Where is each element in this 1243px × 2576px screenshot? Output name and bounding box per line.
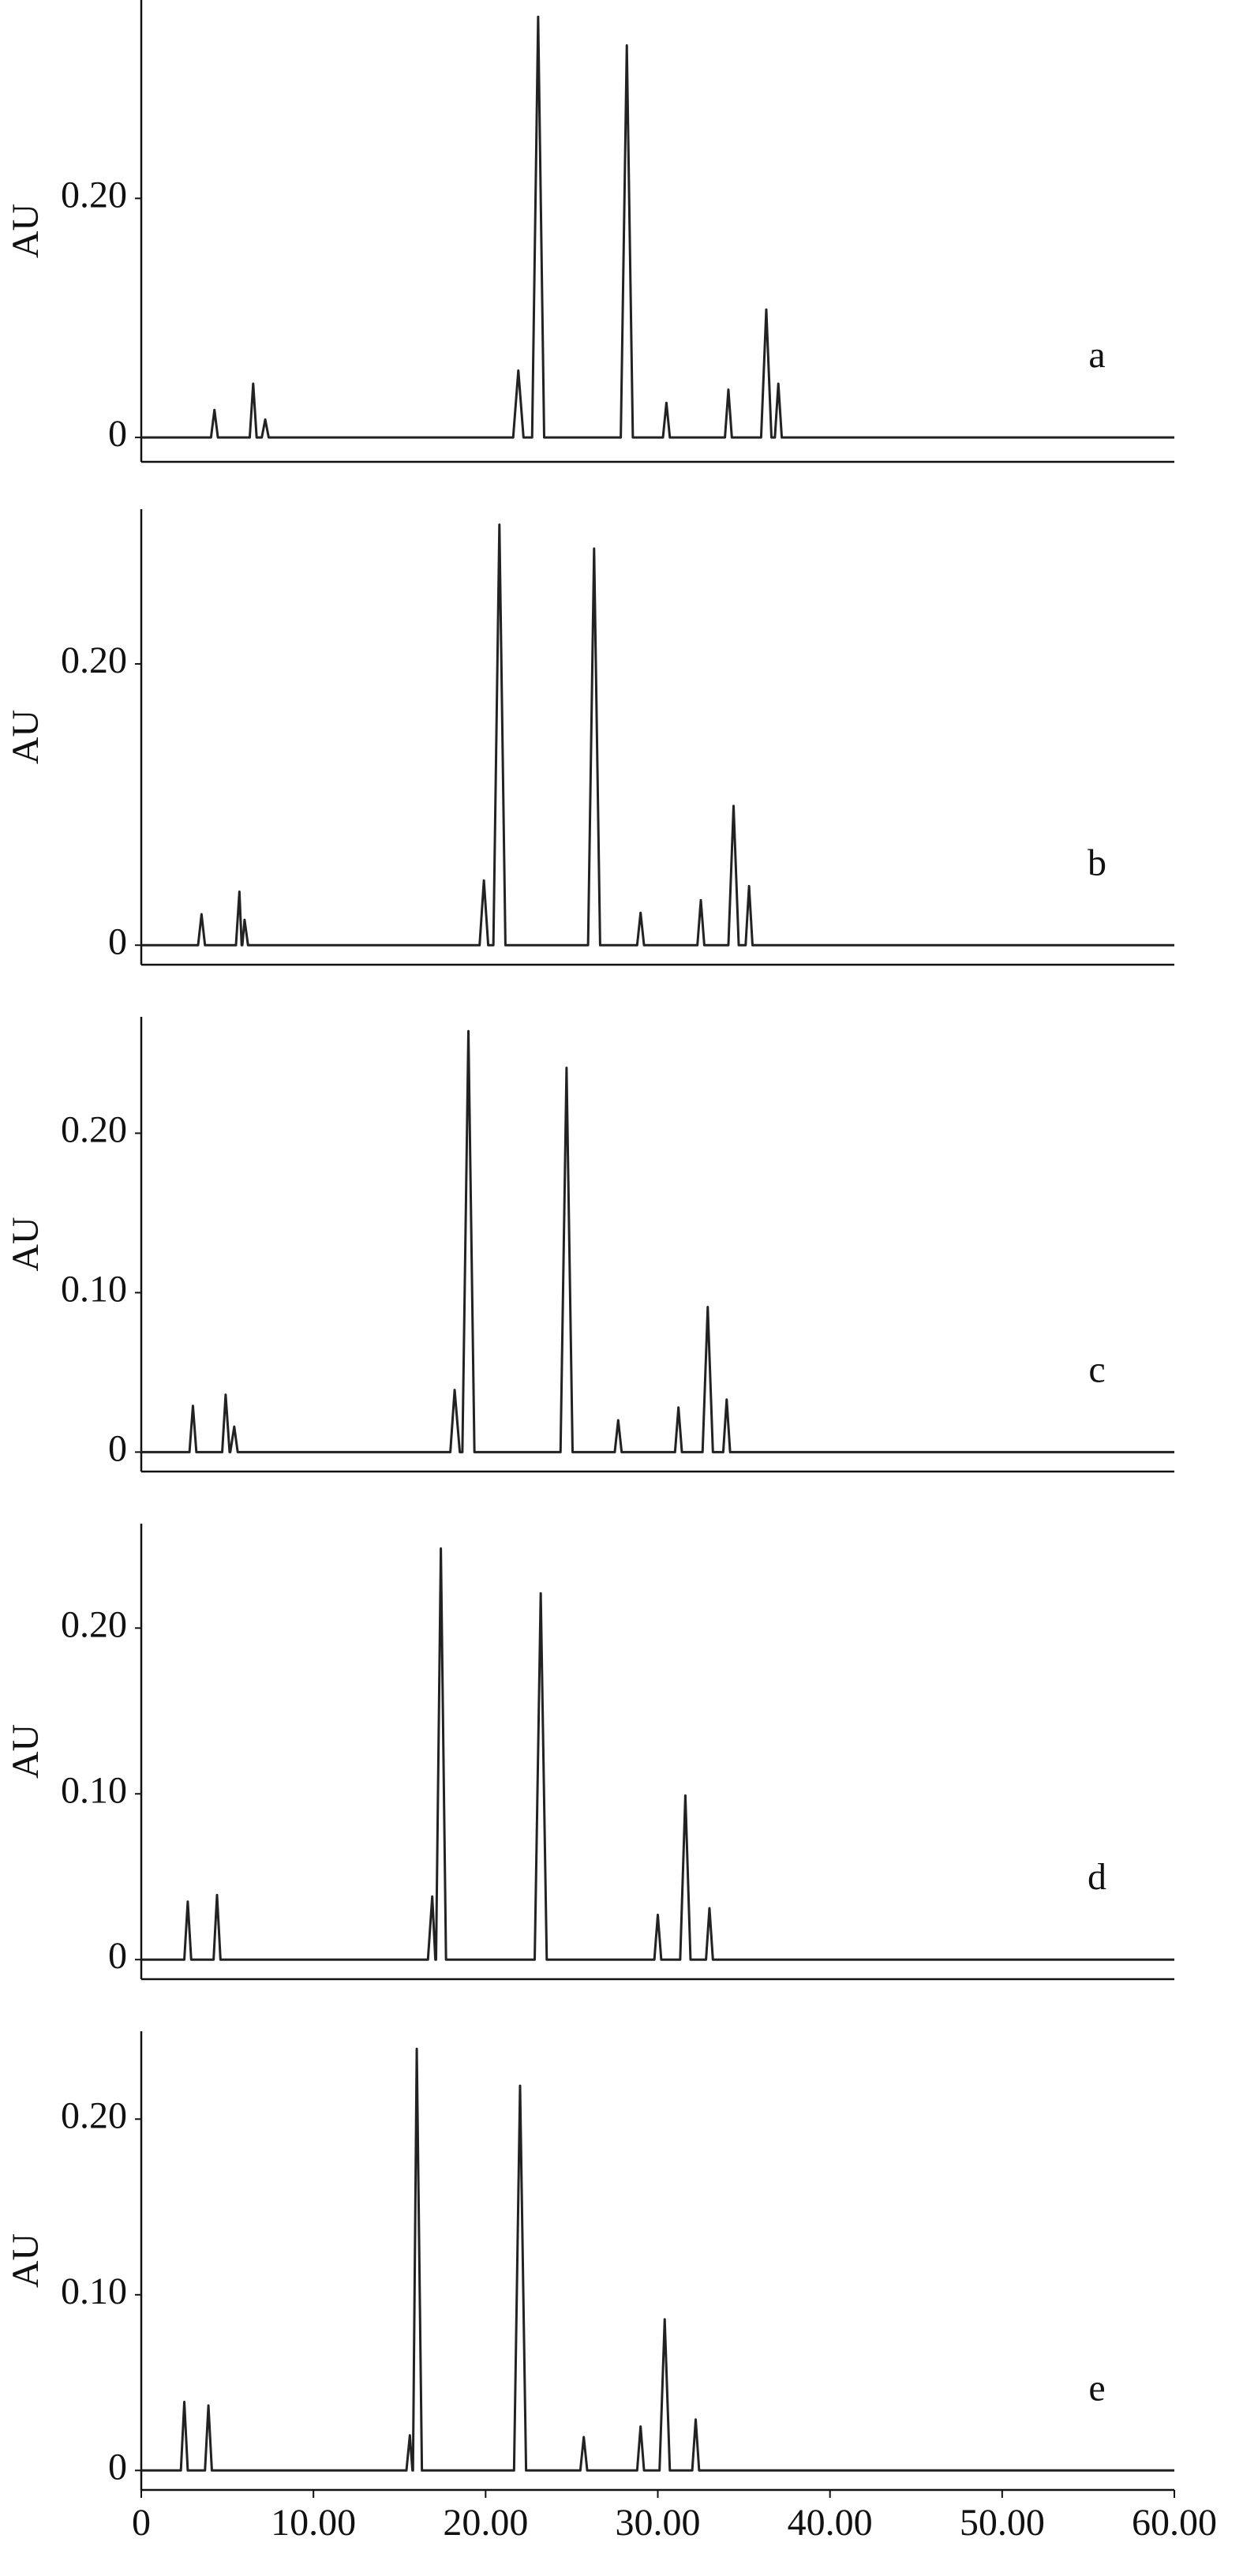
y-tick-label: 0.10 xyxy=(61,2270,127,2312)
y-tick-label: 0 xyxy=(108,1935,127,1977)
y-tick-label: 0.20 xyxy=(61,2094,127,2136)
y-axis-label: AU xyxy=(5,1724,47,1779)
y-tick-label: 0.10 xyxy=(61,1769,127,1811)
y-tick-label: 0 xyxy=(108,921,127,962)
y-tick-label: 0 xyxy=(108,1427,127,1469)
x-tick-label: 10.00 xyxy=(271,2502,356,2544)
x-tick-label: 30.00 xyxy=(616,2502,701,2544)
trace xyxy=(141,1547,1174,1961)
y-tick-label: 0.20 xyxy=(61,639,127,681)
panel-label: b xyxy=(1088,842,1106,883)
y-tick-label: 0 xyxy=(108,413,127,455)
panel-label: d xyxy=(1088,1856,1106,1898)
y-tick-label: 0.20 xyxy=(61,1603,127,1645)
y-axis-label: AU xyxy=(5,710,47,764)
trace xyxy=(141,2047,1174,2472)
panel-label: e xyxy=(1088,2367,1105,2409)
y-tick-label: 0 xyxy=(108,2446,127,2488)
x-tick-label: 50.00 xyxy=(960,2502,1045,2544)
x-tick-label: 20.00 xyxy=(443,2502,528,2544)
y-tick-label: 0.10 xyxy=(61,1268,127,1310)
x-tick-label: 0 xyxy=(132,2502,151,2544)
y-tick-label: 0.20 xyxy=(61,174,127,216)
trace xyxy=(141,15,1174,439)
trace xyxy=(141,1029,1174,1453)
panel-label: a xyxy=(1088,334,1105,376)
y-axis-label: AU xyxy=(5,1217,47,1271)
trace xyxy=(141,523,1174,947)
y-axis-label: AU xyxy=(5,2233,47,2288)
x-tick-label: 40.00 xyxy=(788,2502,873,2544)
x-tick-label: 60.00 xyxy=(1132,2502,1217,2544)
y-tick-label: 0.20 xyxy=(61,1108,127,1150)
y-axis-label: AU xyxy=(5,204,47,258)
panel-label: c xyxy=(1088,1348,1105,1390)
